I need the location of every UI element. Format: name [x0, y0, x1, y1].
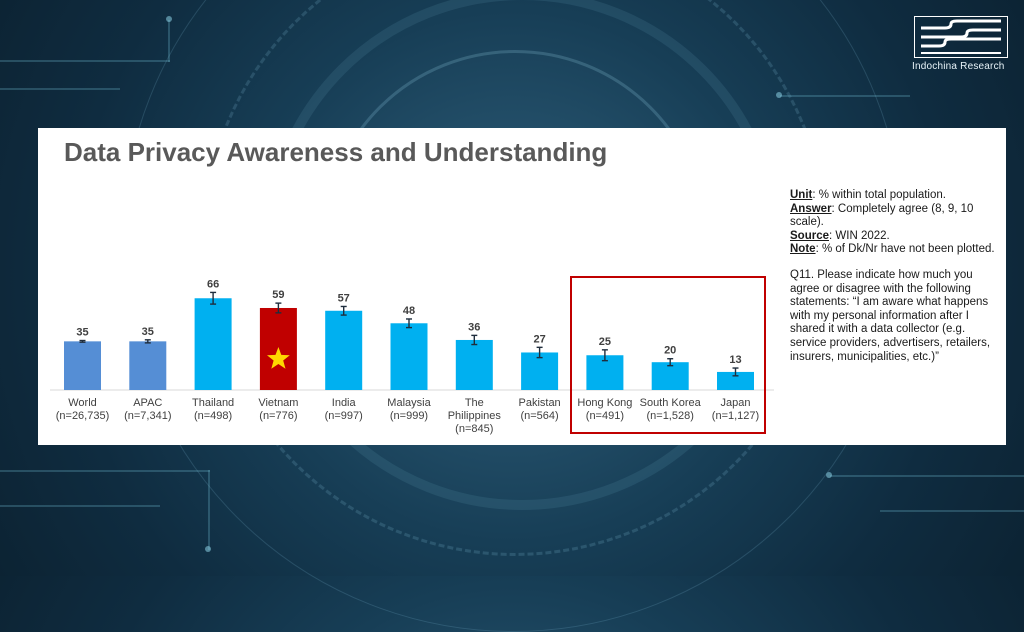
bar [521, 352, 559, 390]
circuit-line [0, 470, 210, 472]
category-label: (n=498) [194, 410, 232, 422]
category-label: The [465, 397, 484, 409]
data-label: 35 [76, 327, 88, 339]
category-label: World [68, 397, 97, 409]
circuit-node [776, 92, 782, 98]
data-label: 27 [533, 333, 545, 345]
data-label: 57 [338, 292, 350, 304]
category-label: Philippines [448, 410, 502, 422]
category-label: (n=7,341) [124, 410, 171, 422]
category-label: (n=845) [455, 423, 493, 435]
data-label: 48 [403, 305, 415, 317]
circuit-line [780, 95, 910, 97]
data-label: 35 [142, 326, 154, 338]
circuit-line [168, 20, 170, 62]
data-label: 66 [207, 278, 219, 290]
unit-label: Unit [790, 189, 813, 201]
source-text: : WIN 2022. [829, 229, 890, 242]
note-text: : % of Dk/Nr have not been plotted. [815, 243, 995, 256]
category-label: APAC [133, 397, 162, 409]
source-note: Source: WIN 2022. [790, 230, 1002, 244]
logo-caption: Indochina Research [912, 61, 1005, 72]
category-label: (n=776) [259, 410, 297, 422]
bar [651, 362, 689, 390]
answer-note: Answer: Completely agree (8, 9, 10 scale… [790, 203, 1002, 230]
category-label: Thailand [192, 397, 234, 409]
source-label: Source [790, 229, 829, 242]
category-label: (n=997) [325, 410, 363, 422]
circuit-line [880, 510, 1024, 512]
bar [717, 371, 754, 390]
bar [325, 310, 363, 390]
unit-note: Unit: % within total population. [790, 189, 1002, 203]
circuit-line [0, 60, 170, 62]
category-label: Vietnam [258, 397, 298, 409]
survey-question: Q11. Please indicate how much you agree … [790, 268, 991, 363]
bar [129, 341, 167, 390]
note-label: Note [790, 243, 816, 256]
category-label: (n=1,127) [712, 410, 759, 422]
category-label: (n=999) [390, 410, 428, 422]
unit-text: : % within total population. [812, 189, 946, 201]
category-label: (n=26,735) [56, 410, 110, 422]
data-label: 25 [599, 336, 611, 348]
data-label: 13 [729, 354, 741, 366]
answer-label: Answer [790, 202, 832, 215]
circuit-line [830, 475, 1024, 477]
chart-panel: Data Privacy Awareness and Understanding… [38, 128, 1006, 445]
circuit-line [0, 88, 120, 90]
circuit-line [0, 505, 160, 507]
category-label: Japan [721, 397, 751, 409]
category-label: India [332, 397, 357, 409]
bar [64, 341, 101, 390]
category-label: (n=1,528) [646, 410, 693, 422]
answer-text: : Completely agree (8, 9, 10 scale). [790, 202, 974, 229]
bar-chart: 35 World(n=26,735) 35 APAC(n=7,341) 66 Thaila… [50, 278, 774, 435]
data-label: 59 [272, 289, 284, 301]
plot-note: Note: % of Dk/Nr have not been plotted. [790, 243, 1002, 257]
logo-wave-icon [921, 19, 1001, 54]
bar [390, 323, 428, 390]
category-label: Malaysia [387, 397, 431, 409]
category-label: South Korea [640, 397, 702, 409]
category-label: (n=491) [586, 410, 624, 422]
bar [194, 298, 232, 390]
star-icon [267, 347, 290, 369]
circuit-node [205, 546, 211, 552]
chart-notes: Unit: % within total population. Answer:… [790, 189, 1002, 364]
circuit-node [166, 16, 172, 22]
circuit-node [826, 472, 832, 478]
category-label: Hong Kong [577, 397, 632, 409]
data-label: 36 [468, 321, 480, 333]
chart-title: Data Privacy Awareness and Understanding [64, 137, 608, 167]
bar [455, 339, 493, 390]
category-label: (n=564) [520, 410, 558, 422]
indochina-research-logo [914, 16, 1008, 58]
data-label: 20 [664, 345, 676, 357]
highlight-box [570, 276, 766, 434]
circuit-line [208, 470, 210, 550]
category-label: Pakistan [518, 397, 560, 409]
